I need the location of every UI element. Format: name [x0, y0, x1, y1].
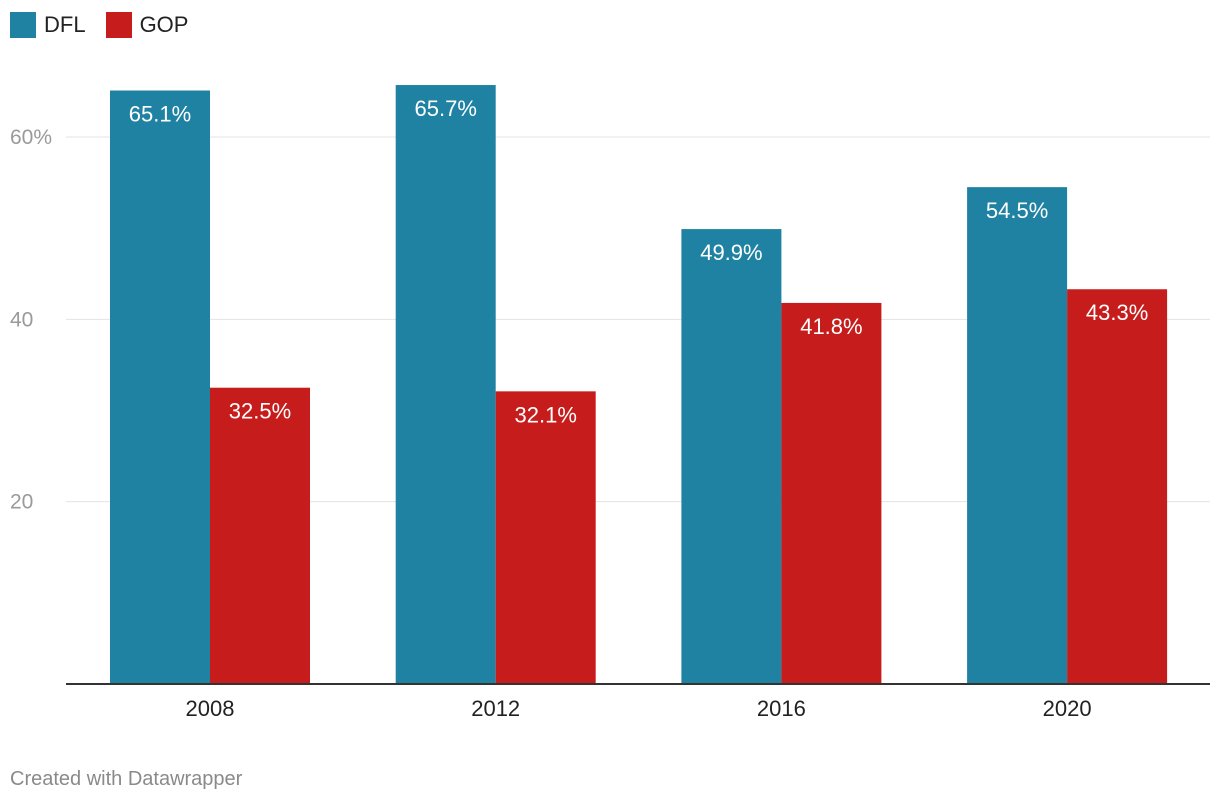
bar-dfl-2016: [681, 229, 782, 684]
legend-label-dfl: DFL: [44, 12, 86, 37]
data-label-dfl-2020: 54.5%: [986, 198, 1048, 223]
x-category-label-2016: 2016: [757, 696, 806, 721]
bar-gop-2012: [495, 391, 596, 684]
bar-gop-2008: [210, 387, 310, 684]
y-tick-label-40: 40: [10, 308, 33, 331]
bar-dfl-2008: [110, 90, 210, 684]
legend-label-gop: GOP: [139, 12, 189, 37]
bar-dfl-2020: [967, 187, 1068, 684]
bar-gop-2020: [1067, 289, 1168, 684]
x-category-label-2012: 2012: [471, 696, 520, 721]
data-label-gop-2016: 41.8%: [800, 314, 862, 339]
data-label-gop-2008: 32.5%: [229, 399, 291, 424]
bar-gop-2016: [781, 302, 882, 684]
legend-swatch-dfl: [10, 12, 36, 38]
legend-item-dfl: DFL: [10, 12, 86, 38]
x-category-label-2020: 2020: [1043, 696, 1092, 721]
y-tick-label-20: 20: [10, 491, 33, 514]
bar-chart: 20 40 60% 65.1% 32.5% 2008 65.7% 32.1% 2012 49.9%…: [10, 85, 1210, 721]
x-category-label-2008: 2008: [186, 696, 235, 721]
legend-swatch-gop: [105, 12, 132, 38]
data-label-dfl-2008: 65.1%: [129, 102, 191, 127]
y-tick-label-60: 60%: [10, 126, 52, 149]
bar-dfl-2012: [395, 85, 496, 684]
data-label-dfl-2016: 49.9%: [700, 240, 762, 265]
legend: DFL GOP: [10, 12, 188, 38]
data-label-dfl-2012: 65.7%: [415, 96, 477, 121]
data-label-gop-2020: 43.3%: [1086, 300, 1148, 325]
footer-credit: Created with Datawrapper: [10, 768, 243, 790]
legend-item-gop: GOP: [105, 12, 189, 38]
data-label-gop-2012: 32.1%: [515, 402, 577, 427]
